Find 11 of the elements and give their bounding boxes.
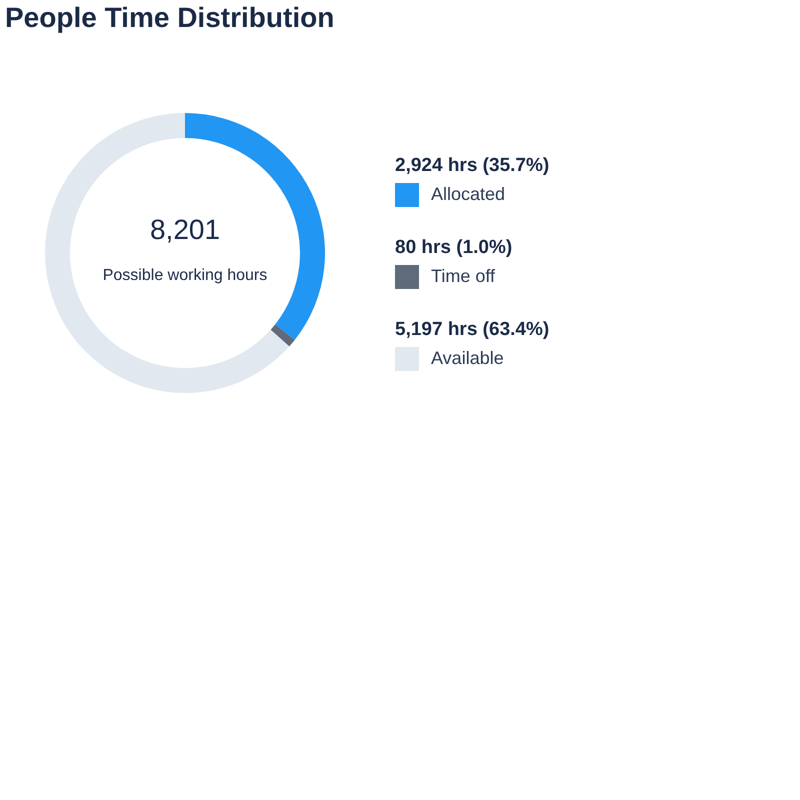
data-label: 2,924 hrs (35.7%) bbox=[395, 155, 550, 176]
chart-title: People Time Distribution bbox=[5, 2, 334, 33]
legend-label: Time off bbox=[431, 266, 496, 286]
text: Possible working hours bbox=[102, 267, 268, 284]
data-label: 80 hrs (1.0%) bbox=[395, 237, 512, 258]
legend-label: Allocated bbox=[431, 184, 506, 204]
legend-label: Available bbox=[431, 348, 504, 368]
donut-slice bbox=[45, 113, 290, 393]
donut-slice bbox=[270, 324, 295, 346]
text: 8,201 bbox=[150, 214, 220, 245]
data-label: 5,197 hrs (63.4%) bbox=[395, 319, 550, 340]
